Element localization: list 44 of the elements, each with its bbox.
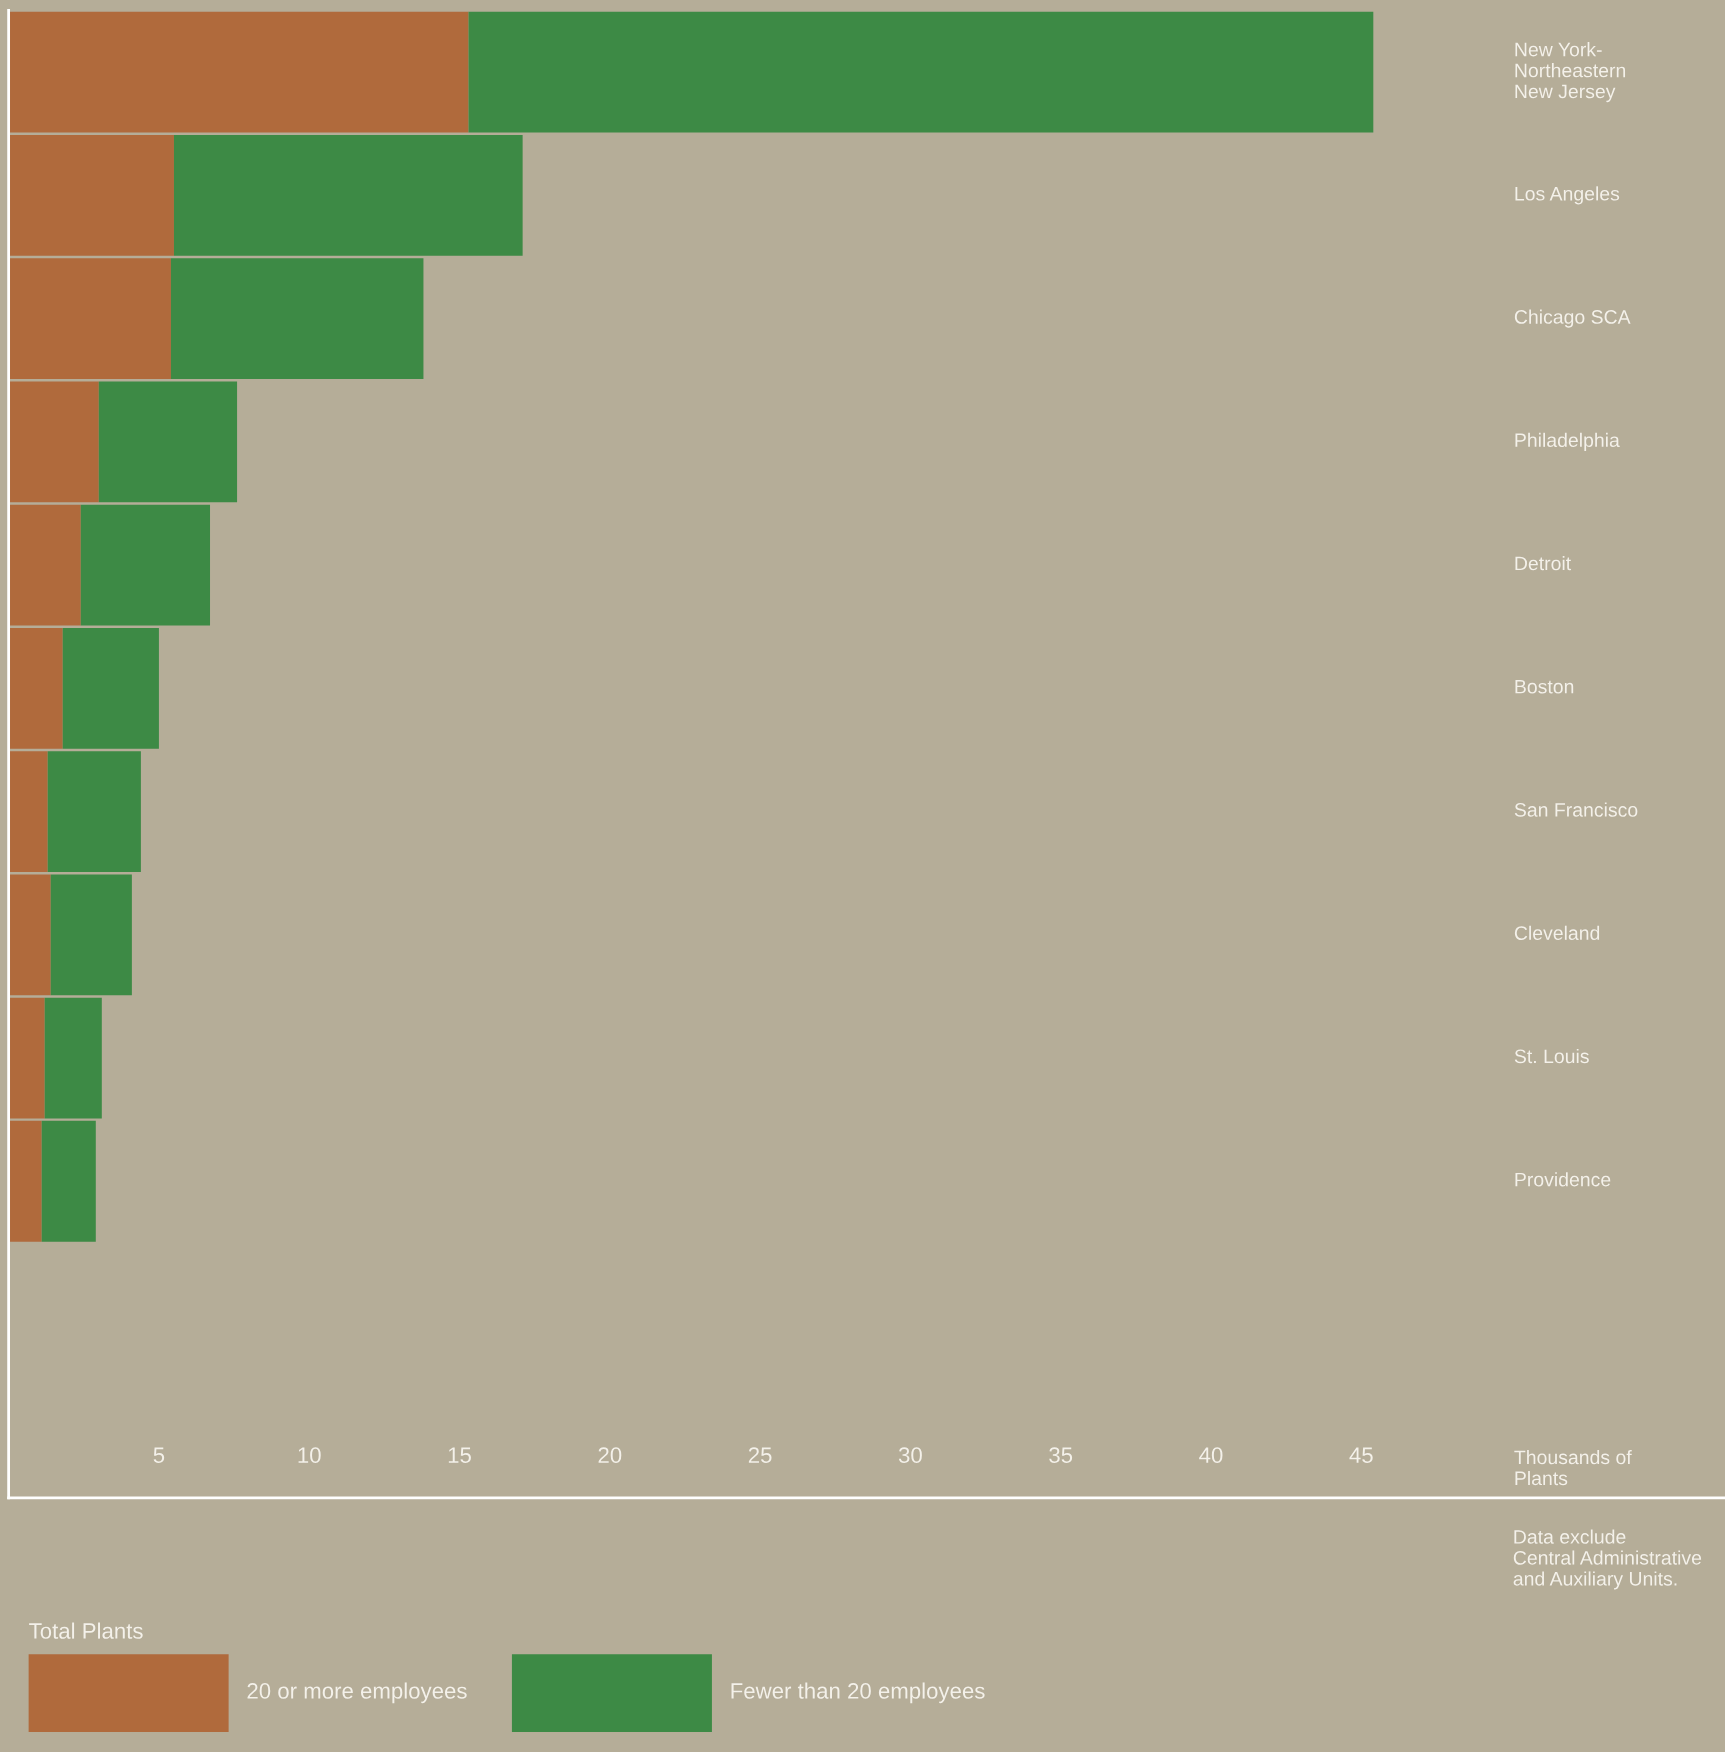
bar bbox=[8, 11, 469, 133]
x-tick-label: 5 bbox=[153, 1447, 165, 1464]
x-axis-title: Thousands of Plants bbox=[1514, 1449, 1632, 1486]
bar bbox=[173, 134, 523, 256]
bar bbox=[8, 997, 45, 1119]
y-tick-label: Detroit bbox=[1515, 556, 1572, 571]
bar bbox=[8, 1120, 42, 1242]
bar bbox=[98, 381, 238, 503]
y-tick-label: Los Angeles bbox=[1515, 186, 1620, 205]
y-tick-label: Boston bbox=[1515, 679, 1574, 694]
y-tick-label: Chicago SCA bbox=[1514, 309, 1631, 328]
bar bbox=[80, 504, 211, 626]
legend-title: Total Plants bbox=[29, 1622, 143, 1639]
x-tick-label: 25 bbox=[748, 1447, 772, 1464]
x-tick-label: 45 bbox=[1349, 1447, 1373, 1464]
bar bbox=[8, 874, 51, 996]
y-tick-label: New York- Northeastern New Jersey bbox=[1515, 42, 1626, 103]
bar bbox=[50, 874, 132, 996]
bar bbox=[8, 504, 81, 626]
y-tick-label: Providence bbox=[1515, 1172, 1611, 1187]
x-tick-label: 15 bbox=[448, 1447, 471, 1464]
bar bbox=[47, 751, 141, 872]
text: 20 or more employees bbox=[247, 1682, 467, 1704]
x-tick-label: 30 bbox=[898, 1447, 922, 1464]
x-tick-label: 20 bbox=[598, 1447, 622, 1464]
x-tick-label: 40 bbox=[1199, 1447, 1223, 1464]
bar bbox=[8, 258, 171, 379]
x-tick-label: 10 bbox=[298, 1447, 321, 1464]
text: Fewer than 20 employees bbox=[731, 1682, 985, 1704]
bar bbox=[468, 11, 1374, 133]
bar bbox=[170, 258, 424, 379]
y-tick-label: San Francisco bbox=[1514, 802, 1638, 817]
bar bbox=[62, 627, 159, 749]
bar bbox=[8, 134, 174, 256]
y-tick-label: St. Louis bbox=[1514, 1048, 1589, 1064]
x-tick-label: 35 bbox=[1049, 1447, 1073, 1464]
bar bbox=[44, 997, 102, 1119]
bar bbox=[41, 1120, 96, 1242]
y-tick-label: Philadelphia bbox=[1515, 432, 1620, 451]
bar bbox=[8, 751, 48, 872]
text: Data exclude Central Administrative and Auxiliary Units. bbox=[1513, 1529, 1702, 1590]
y-tick-label: Cleveland bbox=[1514, 925, 1600, 940]
bar bbox=[8, 381, 99, 503]
bar bbox=[8, 627, 63, 749]
